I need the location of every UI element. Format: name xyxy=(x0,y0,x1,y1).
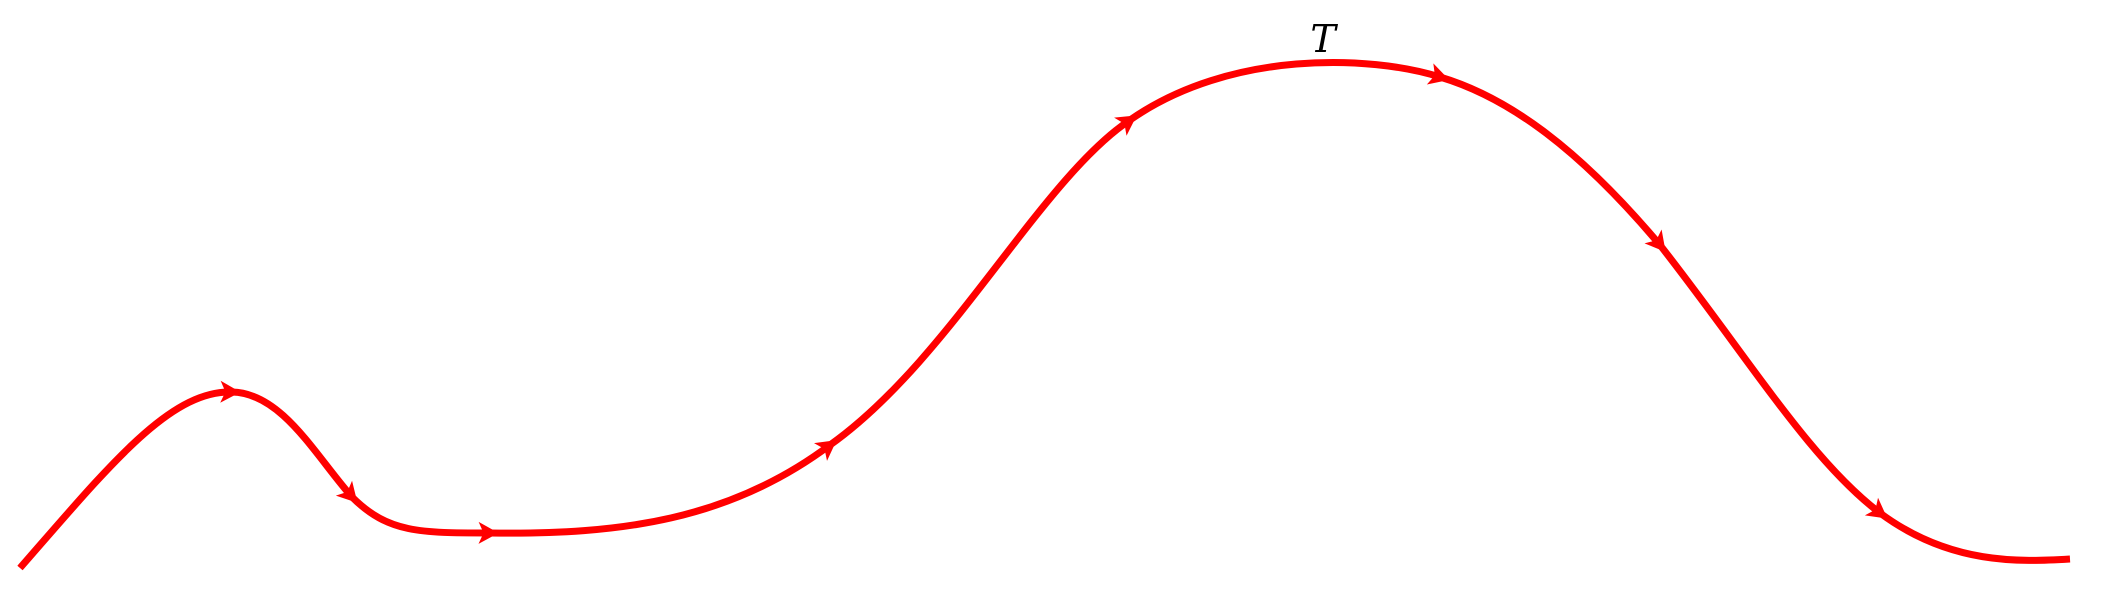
arrowhead-icon xyxy=(814,440,837,461)
curve-label-T: T xyxy=(1310,17,1338,61)
arrowhead-icon xyxy=(1644,229,1666,252)
arrowhead-icon xyxy=(478,521,499,544)
arrowhead-icon xyxy=(1864,497,1888,519)
arrowheads-group xyxy=(220,63,1888,544)
arrowhead-icon xyxy=(1114,115,1137,136)
arrowhead-icon xyxy=(335,480,358,503)
arrowhead-icon xyxy=(1426,63,1450,85)
arrowhead-icon xyxy=(220,380,241,403)
red-curve-path xyxy=(17,59,2071,571)
